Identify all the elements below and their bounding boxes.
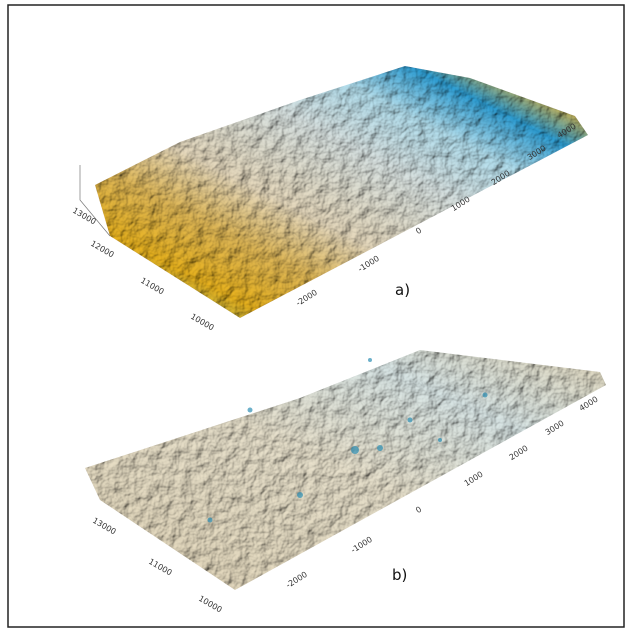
panel-label: a) [395, 281, 410, 299]
panel-label: b) [392, 566, 407, 584]
figure: a)13000120001100010000-2000-100001000200… [0, 0, 630, 635]
